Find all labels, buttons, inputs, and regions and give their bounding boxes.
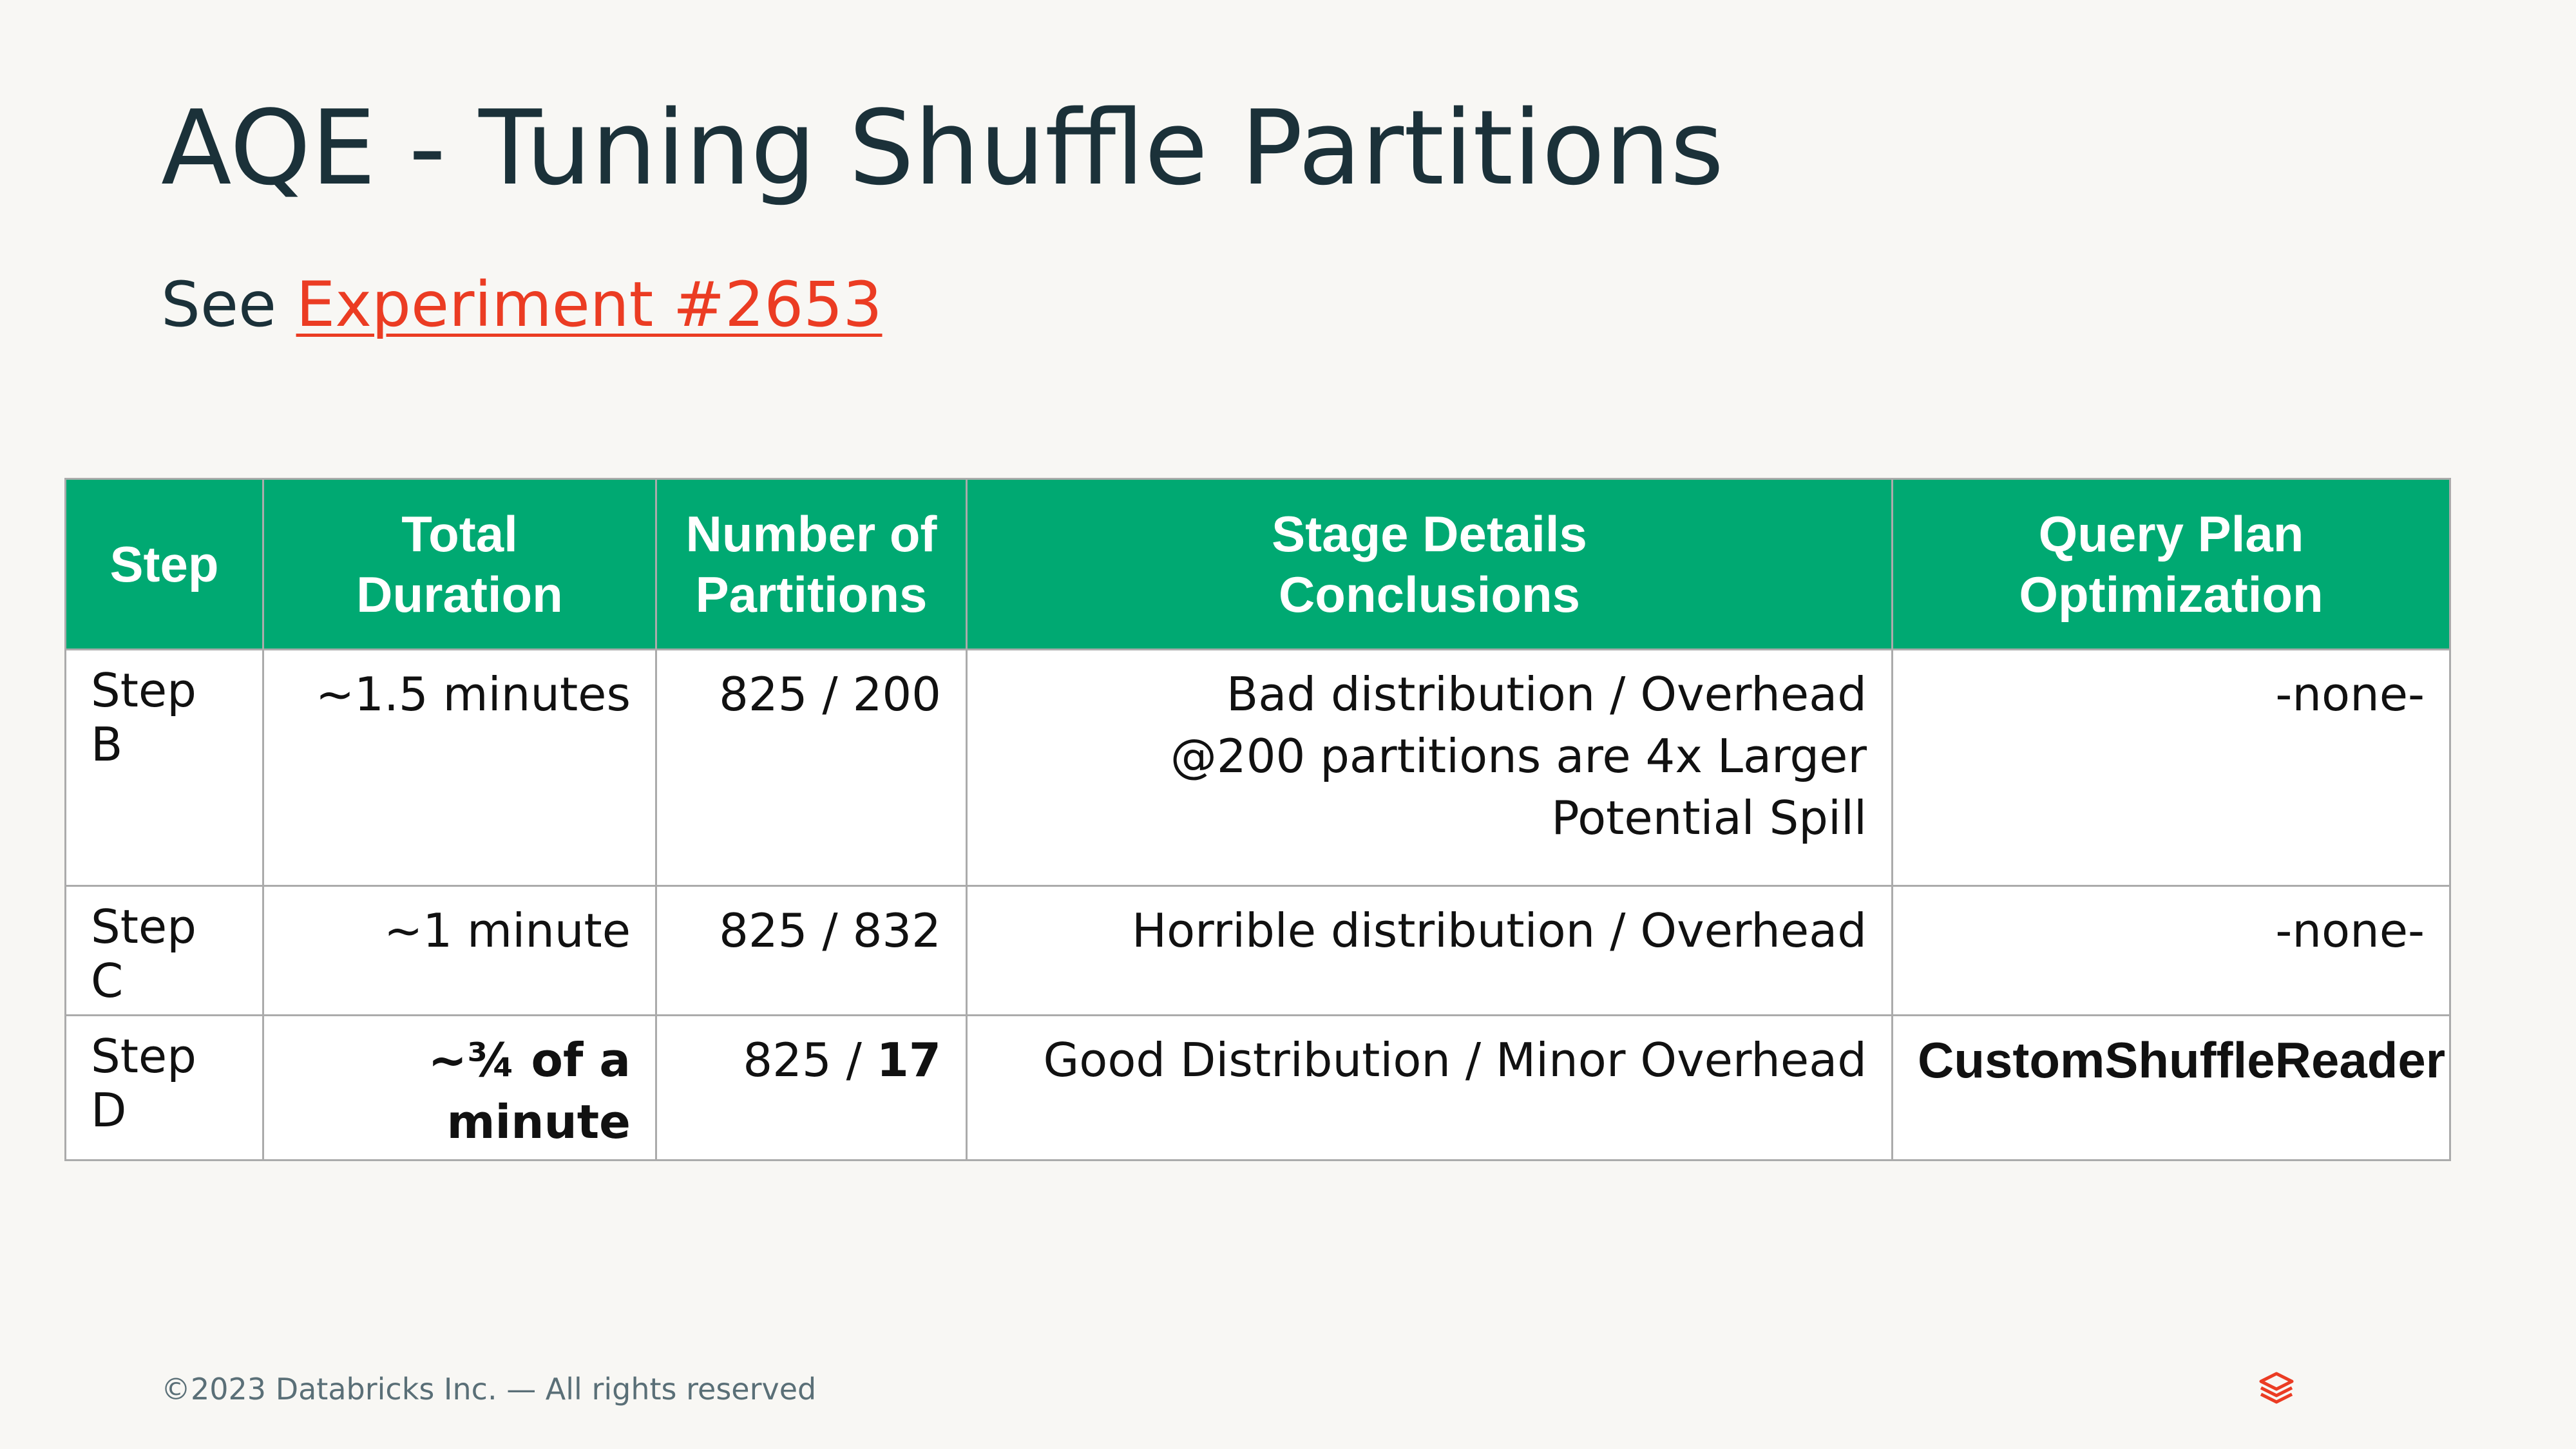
step-label-line-2: B [91, 717, 123, 772]
header-query-plan-line-1: Query Plan [2038, 506, 2304, 562]
experiment-link[interactable]: Experiment #2653 [296, 269, 883, 341]
duration-value: ~¾ of a minute [428, 1033, 631, 1149]
header-stage-details-line-2: Conclusions [1278, 566, 1581, 623]
header-stage-details-line-1: Stage Details [1272, 506, 1587, 562]
partitions-input-value: 825 / [719, 904, 853, 958]
step-label: Step D [91, 1029, 196, 1137]
step-label: Step C [91, 900, 196, 1008]
header-total-duration: Total Duration [262, 478, 657, 650]
header-step: Step [64, 478, 264, 650]
conclusion-line-1: Horrible distribution / Overhead [1131, 904, 1867, 958]
step-cell: Step D [64, 1014, 264, 1161]
partitions-output-value: 200 [852, 667, 941, 721]
conclusions-cell: Bad distribution / Overhead @200 partiti… [966, 649, 1893, 887]
partitions-cell: 825 / 832 [655, 885, 968, 1016]
table-header-row: Step Total Duration Number of Partitions… [64, 478, 2451, 650]
header-number-of-partitions: Number of Partitions [655, 478, 968, 650]
step-cell: Step B [64, 649, 264, 887]
table-row: Step B ~1.5 minutes 825 / 200 Bad distri… [64, 649, 2451, 887]
header-query-plan: Query Plan Optimization [1891, 478, 2451, 650]
header-total-duration-line-2: Duration [356, 566, 563, 623]
optimization-cell: -none- [1891, 885, 2451, 1016]
header-query-plan-line-2: Optimization [2019, 566, 2323, 623]
partitions-input-value: 825 / [743, 1033, 877, 1087]
optimization-cell: CustomShuffleReader [1891, 1014, 2451, 1161]
duration-cell: ~¾ of a minute [262, 1014, 657, 1161]
duration-value: ~1.5 minutes [315, 667, 631, 721]
conclusions-cell: Good Distribution / Minor Overhead [966, 1014, 1893, 1161]
partitions-output-value: 832 [852, 904, 941, 958]
optimization-value: -none- [2275, 904, 2425, 958]
header-partitions-line-2: Partitions [695, 566, 928, 623]
header-total-duration-line-1: Total [401, 506, 518, 562]
table-row: Step C ~1 minute 825 / 832 Horrible dist… [64, 885, 2451, 1016]
partitions-cell: 825 / 200 [655, 649, 968, 887]
partitions-output-value: 17 [876, 1033, 941, 1087]
subtitle: See Experiment #2653 [161, 274, 883, 336]
partitions-cell: 825 / 17 [655, 1014, 968, 1161]
duration-cell: ~1.5 minutes [262, 649, 657, 887]
table-row: Step D ~¾ of a minute 825 / 17 Good Dist… [64, 1014, 2451, 1161]
conclusion-line-2: @200 partitions are 4x Larger [1170, 729, 1867, 783]
results-table: Step Total Duration Number of Partitions… [64, 478, 2451, 1161]
optimization-cell: -none- [1891, 649, 2451, 887]
header-step-line-1: Step [110, 536, 219, 592]
conclusions-cell: Horrible distribution / Overhead [966, 885, 1893, 1016]
conclusion-line-1: Bad distribution / Overhead [1226, 667, 1867, 721]
optimization-value: -none- [2275, 667, 2425, 721]
conclusion-line-3: Potential Spill [1551, 791, 1867, 845]
slide-title: AQE - Tuning Shuffle Partitions [161, 88, 1724, 208]
conclusion-line-1: Good Distribution / Minor Overhead [1043, 1033, 1867, 1087]
copyright-footer: ©2023 Databricks Inc. — All rights reser… [161, 1372, 817, 1406]
optimization-value: CustomShuffleReader [1918, 1032, 2446, 1088]
subtitle-prefix: See [161, 269, 296, 341]
partitions-input-value: 825 / [719, 667, 853, 721]
databricks-logo-icon [2259, 1372, 2294, 1404]
header-stage-details: Stage Details Conclusions [966, 478, 1893, 650]
header-partitions-line-1: Number of [685, 506, 937, 562]
duration-value: ~1 minute [384, 904, 631, 958]
duration-cell: ~1 minute [262, 885, 657, 1016]
step-label-line-1: Step [91, 663, 196, 717]
step-cell: Step C [64, 885, 264, 1016]
